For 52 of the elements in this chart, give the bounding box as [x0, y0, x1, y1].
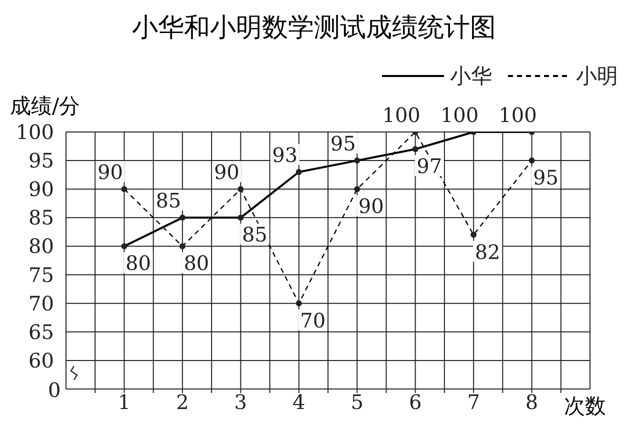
legend-label: 小明 — [575, 63, 618, 90]
data-label: 90 — [214, 160, 240, 184]
x-tick-label: 1 — [118, 390, 131, 414]
data-label: 80 — [125, 251, 151, 276]
y-tick-label: 60 — [28, 348, 54, 372]
x-axis-title: 次数 — [564, 393, 606, 420]
data-label: 100 — [440, 103, 479, 127]
point — [354, 186, 360, 192]
point — [412, 146, 418, 152]
point — [238, 214, 244, 221]
point — [121, 186, 128, 192]
x-tick-label: 7 — [467, 390, 480, 414]
point — [296, 168, 302, 175]
y-tick-label: 80 — [28, 234, 54, 258]
chart-title: 小华和小明数学测试成绩统计图 — [131, 12, 497, 45]
x-tick-label: 8 — [525, 390, 538, 414]
point — [470, 232, 477, 238]
x-tick-label: 4 — [292, 390, 306, 414]
data-label: 97 — [416, 154, 442, 178]
y-tick-label: 65 — [28, 320, 54, 344]
x-tick-label: 2 — [176, 390, 189, 414]
text: 0 — [48, 378, 61, 402]
data-label: 85 — [242, 222, 268, 247]
legend-label: 小华 — [449, 63, 492, 90]
point — [238, 186, 244, 192]
data-label: 95 — [330, 132, 356, 156]
y-tick-label: 75 — [28, 262, 54, 287]
data-label: 90 — [97, 160, 123, 184]
point — [354, 158, 360, 164]
x-tick-label: 3 — [234, 390, 248, 414]
y-tick-label: 90 — [28, 177, 54, 202]
data-label: 95 — [533, 166, 559, 190]
data-label: 100 — [498, 103, 537, 127]
x-tick-label: 6 — [408, 390, 422, 414]
data-label: 100 — [382, 103, 420, 127]
point — [296, 300, 302, 306]
data-label: 70 — [300, 308, 326, 332]
y-tick-label: 100 — [16, 120, 54, 144]
data-label: 93 — [272, 142, 298, 167]
y-axis-title: 成绩/分 — [10, 93, 80, 120]
point — [179, 243, 186, 250]
y-tick-label: 70 — [28, 291, 54, 316]
point — [121, 243, 128, 250]
point — [528, 158, 535, 164]
x-tick-label: 5 — [350, 390, 364, 414]
data-label: 85 — [156, 188, 182, 213]
data-label: 82 — [474, 240, 500, 264]
y-tick-label: 85 — [28, 206, 54, 230]
point — [179, 214, 186, 221]
data-label: 90 — [358, 194, 384, 218]
data-label: 80 — [184, 251, 210, 276]
y-tick-label: 95 — [28, 148, 54, 173]
